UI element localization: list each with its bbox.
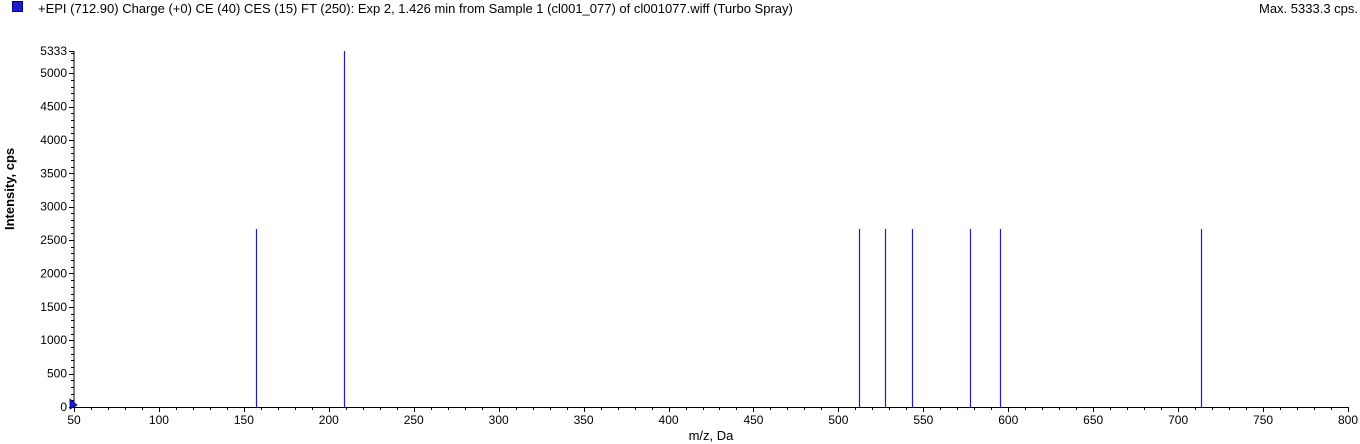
x-tick-label: 200 [319,413,339,427]
y-tick-label: 4500 [40,100,67,114]
spectrum-title: +EPI (712.90) Charge (+0) CE (40) CES (1… [38,1,793,16]
x-tick-label: 550 [913,413,933,427]
max-intensity-label: Max. 5333.3 cps. [1259,1,1358,16]
x-tick-label: 50 [67,413,81,427]
cursor-marker-icon[interactable] [69,398,78,410]
x-tick-label: 100 [149,413,169,427]
series-legend-swatch [12,1,23,12]
x-tick-label: 450 [743,413,763,427]
y-tick-label: 2000 [40,266,67,280]
x-tick-label: 700 [1168,413,1188,427]
peak-series [255,51,1203,407]
x-axis-label: m/z, Da [688,428,734,443]
x-tick-label: 300 [489,413,509,427]
y-tick-label: 5000 [40,66,67,80]
x-tick-label: 800 [1338,413,1358,427]
y-tick-label: 4000 [40,133,67,147]
y-tick-label: 3500 [40,166,67,180]
x-tick-label: 350 [574,413,594,427]
y-axis-ticks: 0 500 1000 1500 2000 2500 3000 3500 4000 4500 5000… [40,44,74,414]
x-axis-ticks: 50 100 150 200 250 300 350 400 450 500 550 600 650 70… [67,407,1358,427]
x-tick-label: 600 [998,413,1018,427]
x-tick-label: 500 [828,413,848,427]
y-tick-label: 5333 [40,44,67,58]
y-tick-label: 1000 [40,333,67,347]
x-tick-label: 750 [1253,413,1273,427]
x-tick-label: 250 [404,413,424,427]
y-tick-label: 2500 [40,233,67,247]
y-tick-label: 3000 [40,200,67,214]
y-tick-label: 0 [60,400,67,414]
y-tick-label: 500 [47,367,67,381]
x-tick-label: 150 [234,413,254,427]
x-tick-label: 650 [1083,413,1103,427]
x-tick-label: 400 [659,413,679,427]
y-tick-label: 1500 [40,300,67,314]
